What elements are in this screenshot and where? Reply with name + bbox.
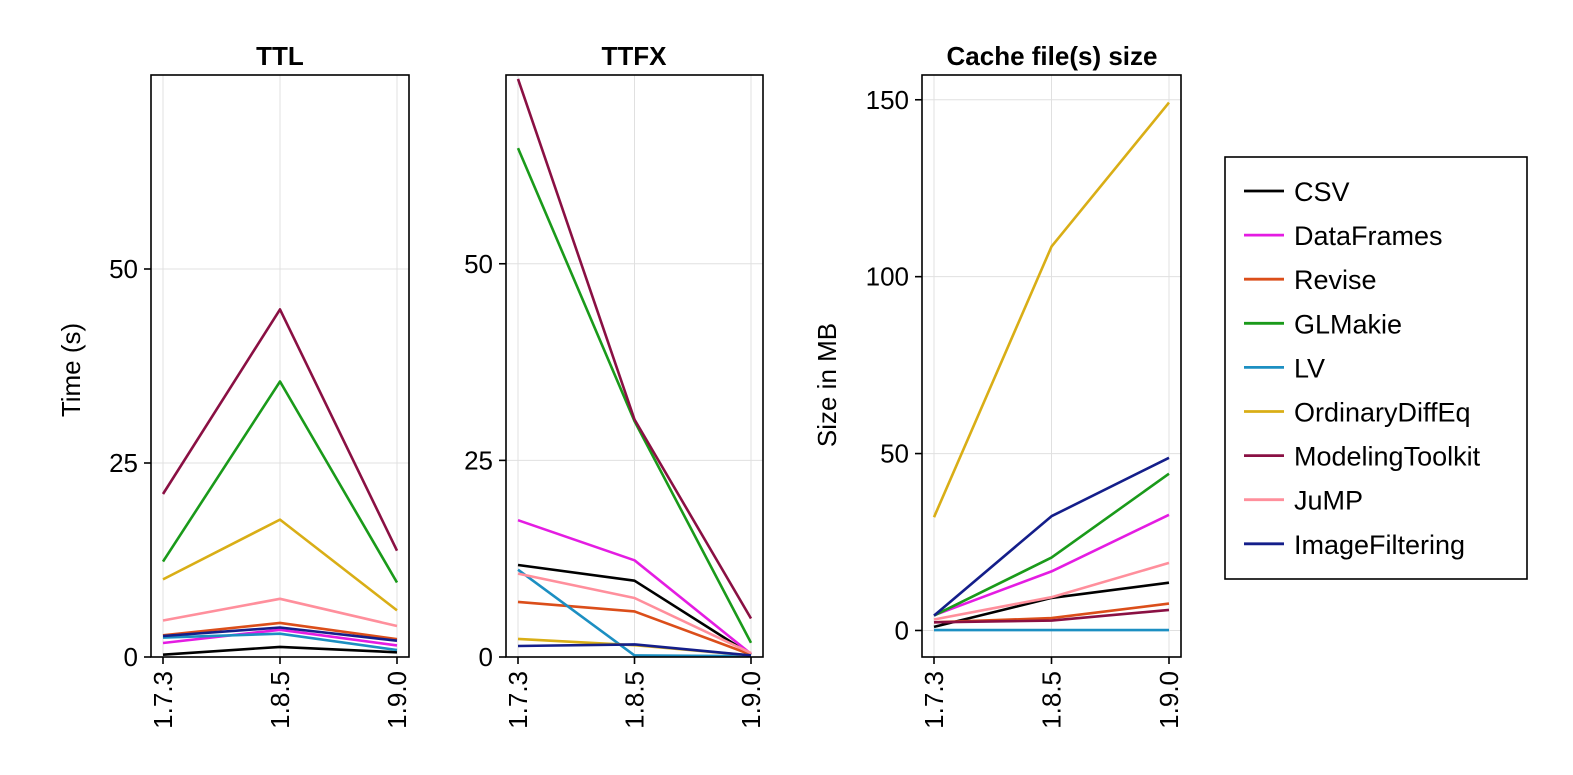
- panel-ttfx: TTFX 0 25 50 1.7.3 1.8.5 1.9.0: [464, 41, 766, 729]
- legend-label-csv: CSV: [1294, 177, 1350, 207]
- series-line-imagefiltering: [517, 643, 752, 657]
- series-line-ordinarydiffeq: [162, 518, 398, 612]
- x-tick-label: 1.8.5: [620, 671, 650, 729]
- legend: CSV DataFrames Revise GLMakie LV OrdinaryDiff…: [1224, 156, 1528, 580]
- y-tick-label: 25: [464, 445, 493, 475]
- series-line-modelingtoolkit: [933, 608, 1170, 624]
- x-tick-label: 1.9.0: [382, 671, 412, 729]
- panel-title-ttl: TTL: [256, 41, 304, 71]
- x-tick-label: 1.7.3: [503, 671, 533, 729]
- series-line-revise: [517, 600, 752, 656]
- panel-ttl: TTL Time (s) 0 25 50 1.7.3 1.8.5 1.9.0: [56, 41, 412, 729]
- series-line-imagefiltering: [933, 456, 1170, 617]
- series-line-revise: [162, 621, 398, 641]
- series-line-modelingtoolkit: [516, 78, 753, 620]
- series-line-imagefiltering: [162, 626, 398, 642]
- x-tick-label: 1.8.5: [265, 671, 295, 729]
- legend-label-lv: LV: [1294, 353, 1325, 383]
- y-tick-label: 25: [109, 448, 138, 478]
- legend-label-modelingtoolkit: ModelingToolkit: [1294, 442, 1481, 472]
- panel-title-ttfx: TTFX: [602, 41, 668, 71]
- series-line-jump: [162, 597, 398, 628]
- y-tick-label: 50: [109, 254, 138, 284]
- y-tick-label: 0: [479, 642, 493, 672]
- y-tick-label: 50: [880, 439, 909, 469]
- y-tick-label: 150: [866, 85, 909, 115]
- series-line-dataframes: [517, 518, 752, 655]
- y-axis-label-cache-size: Size in MB: [812, 323, 842, 447]
- legend-label-glmakie: GLMakie: [1294, 309, 1402, 339]
- y-tick-label: 0: [895, 615, 909, 645]
- x-tick-label: 1.9.0: [736, 671, 766, 729]
- series-line-lv: [162, 632, 398, 652]
- x-tick-label: 1.9.0: [1154, 671, 1184, 729]
- series-line-ordinarydiffeq: [932, 101, 1171, 518]
- panel-title-cache-size: Cache file(s) size: [947, 41, 1158, 71]
- legend-label-dataframes: DataFrames: [1294, 221, 1443, 251]
- y-tick-label: 0: [124, 642, 138, 672]
- legend-label-revise: Revise: [1294, 265, 1377, 295]
- legend-label-ordinarydiffeq: OrdinaryDiffEq: [1294, 398, 1471, 428]
- legend-label-imagefiltering: ImageFiltering: [1294, 530, 1465, 560]
- x-tick-label: 1.7.3: [148, 671, 178, 729]
- x-tick-label: 1.8.5: [1037, 671, 1067, 729]
- series-line-dataframes: [162, 628, 398, 647]
- y-tick-label: 100: [866, 262, 909, 292]
- y-tick-label: 50: [464, 249, 493, 279]
- series-line-glmakie: [161, 380, 399, 584]
- series-line-glmakie: [933, 472, 1170, 617]
- x-tick-label: 1.7.3: [919, 671, 949, 729]
- legend-label-jump: JuMP: [1294, 486, 1363, 516]
- series-line-lv: [517, 568, 752, 658]
- series-line-jump: [517, 572, 752, 655]
- series-line-dataframes: [933, 513, 1170, 617]
- series-line-csv: [517, 563, 752, 656]
- panel-cache-size: Cache file(s) size Size in MB 0 50 100 150 1…: [812, 41, 1184, 729]
- y-axis-label-ttl: Time (s): [56, 323, 86, 417]
- series-line-csv: [162, 645, 398, 656]
- series-line-modelingtoolkit: [161, 308, 399, 552]
- series-line-jump: [933, 561, 1170, 621]
